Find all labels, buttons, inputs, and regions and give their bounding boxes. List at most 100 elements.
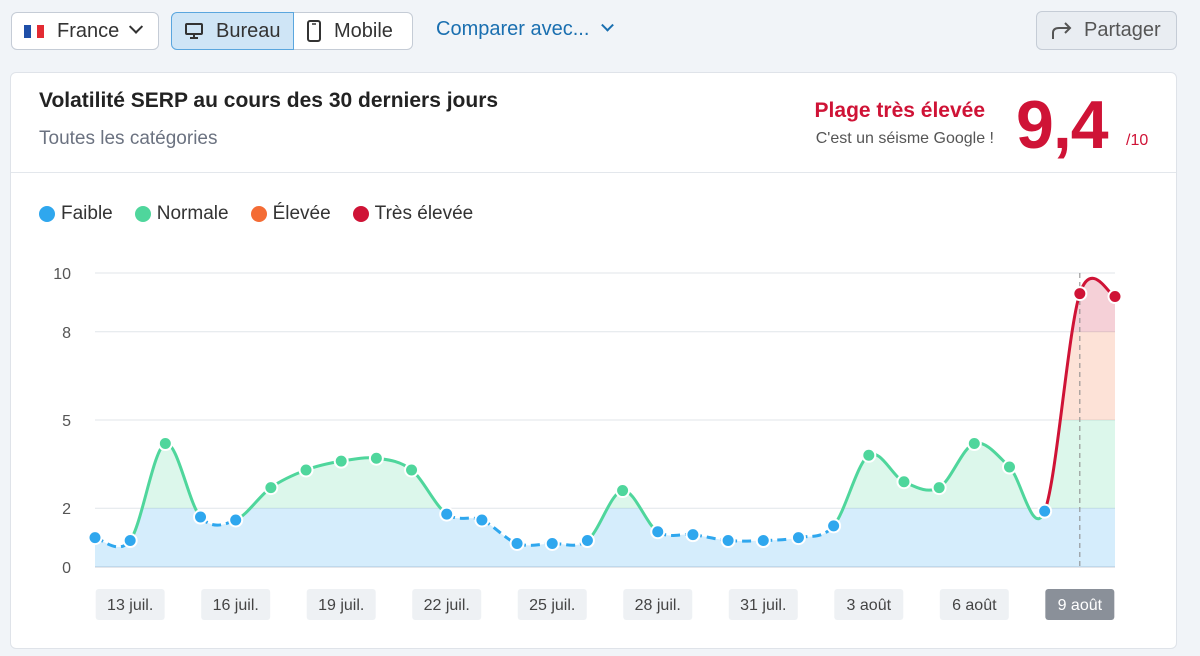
- data-point: [263, 480, 279, 496]
- toolbar: France Bureau Mobile Comparer avec... Pa…: [0, 0, 1200, 62]
- y-tick-label: 5: [62, 413, 71, 430]
- x-tick-label: 13 juil.: [107, 597, 153, 614]
- chart-legend: Faible Normale Élevée Très élevée: [39, 203, 495, 225]
- data-point: [193, 509, 209, 525]
- data-point: [298, 462, 314, 478]
- data-point: [404, 462, 420, 478]
- data-point: [87, 530, 103, 546]
- legend-dot: [39, 206, 55, 222]
- data-point: [1072, 286, 1088, 302]
- x-tick-chip: [939, 589, 1009, 620]
- x-tick-label: 3 août: [847, 597, 892, 614]
- area-band: [95, 420, 1115, 509]
- data-point: [720, 533, 736, 549]
- legend-label: Normale: [156, 203, 229, 224]
- data-point: [368, 450, 384, 466]
- legend-label: Élevée: [272, 203, 331, 224]
- x-tick-label: 9 août: [1058, 597, 1103, 614]
- device-option-label: Bureau: [216, 19, 281, 42]
- card-subtitle: Toutes les catégories: [39, 128, 218, 149]
- legend-item-elevee[interactable]: Élevée: [250, 203, 331, 225]
- device-option-mobile[interactable]: Mobile: [294, 12, 413, 50]
- x-tick-chip: [623, 589, 693, 620]
- data-point: [685, 527, 701, 543]
- share-arrow-icon: [1052, 21, 1072, 39]
- france-flag-icon: [24, 24, 45, 38]
- legend-dot: [250, 206, 267, 222]
- card-header: Volatilité SERP au cours des 30 derniers…: [11, 73, 1176, 173]
- data-point: [790, 530, 806, 546]
- y-tick-label: 10: [53, 266, 71, 283]
- range-subtitle: C'est un séisme Google !: [815, 130, 994, 147]
- chevron-down-icon: [129, 19, 144, 34]
- data-point: [439, 506, 455, 522]
- data-point: [544, 535, 560, 551]
- x-tick-chip: [517, 589, 587, 620]
- country-label: France: [57, 19, 120, 42]
- data-point: [896, 474, 912, 490]
- data-point: [650, 524, 666, 540]
- x-tick-chip: [728, 589, 798, 620]
- compare-dropdown[interactable]: Comparer avec...: [436, 18, 615, 41]
- legend-item-faible[interactable]: Faible: [39, 203, 113, 225]
- data-point: [122, 533, 138, 549]
- data-point: [931, 480, 947, 496]
- data-point: [615, 483, 631, 499]
- x-tick-label: 28 juil.: [635, 597, 681, 614]
- x-tick-label: 22 juil.: [424, 597, 470, 614]
- data-point: [966, 436, 982, 452]
- x-tick-label: 19 juil.: [318, 597, 364, 614]
- x-tick-chip: [1045, 589, 1115, 620]
- device-toggle: Bureau Mobile: [171, 12, 413, 50]
- x-tick-label: 31 juil.: [740, 597, 786, 614]
- y-tick-label: 0: [62, 560, 71, 577]
- legend-dot: [134, 206, 151, 222]
- area-band: [95, 331, 1115, 420]
- x-tick-chip: [834, 589, 904, 620]
- volatility-card: Volatilité SERP au cours des 30 derniers…: [10, 72, 1177, 649]
- share-label: Partager: [1084, 19, 1161, 41]
- range-label: Plage très élevée: [814, 99, 985, 122]
- legend-label: Très élevée: [374, 203, 474, 224]
- legend-label: Faible: [61, 203, 113, 224]
- legend-item-tres-elevee[interactable]: Très élevée: [352, 203, 474, 225]
- x-tick-chip: [201, 589, 271, 620]
- series-line-segment: [1043, 293, 1082, 512]
- mobile-icon: [307, 20, 321, 42]
- data-point: [157, 436, 173, 452]
- data-point: [1001, 459, 1017, 475]
- data-point: [509, 535, 525, 551]
- data-point: [861, 447, 877, 463]
- data-point: [228, 512, 244, 528]
- score-max: /10: [1126, 132, 1149, 149]
- chevron-down-icon: [601, 18, 615, 32]
- area-fill-group: [95, 278, 1115, 567]
- x-tick-label: 6 août: [952, 597, 997, 614]
- area-band: [95, 508, 1115, 567]
- volatility-score: 9,4: [1016, 87, 1109, 163]
- legend-dot: [352, 206, 369, 222]
- data-point: [474, 512, 490, 528]
- data-point: [755, 533, 771, 549]
- share-button[interactable]: Partager: [1036, 11, 1177, 50]
- x-tick-chip: [412, 589, 482, 620]
- country-dropdown[interactable]: France: [11, 12, 159, 50]
- x-tick-chip: [306, 589, 376, 620]
- x-tick-label: 16 juil.: [213, 597, 259, 614]
- x-tick-label: 25 juil.: [529, 597, 575, 614]
- compare-label: Comparer avec...: [436, 18, 590, 40]
- data-point: [826, 518, 842, 534]
- desktop-icon: [185, 23, 203, 39]
- area-band: [95, 278, 1115, 332]
- legend-item-normale[interactable]: Normale: [134, 203, 229, 225]
- device-option-label: Mobile: [334, 19, 393, 42]
- data-point: [1037, 503, 1053, 519]
- volatility-chart: 0 2 5 8 10 13 juil. 16 juil. 19 juil. 22 juil. 25…: [53, 266, 1123, 620]
- x-tick-chip: [95, 589, 165, 620]
- card-title: Volatilité SERP au cours des 30 derniers…: [39, 89, 499, 112]
- data-point: [333, 453, 349, 469]
- y-tick-label: 2: [62, 501, 71, 518]
- data-point: [1107, 289, 1123, 305]
- device-option-desktop[interactable]: Bureau: [171, 12, 294, 50]
- data-point: [579, 533, 595, 549]
